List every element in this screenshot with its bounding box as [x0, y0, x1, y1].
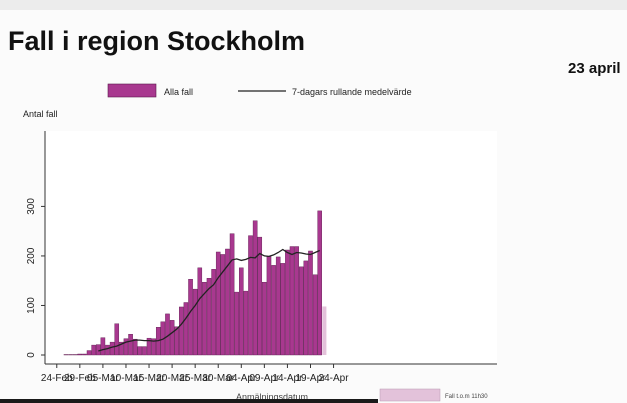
- bar: [248, 235, 253, 356]
- bar: [188, 279, 193, 356]
- legend: Alla fall 7-dagars rullande medelvärde: [107, 83, 412, 98]
- x-tick-label: 04-Apr: [226, 373, 257, 384]
- bar: [262, 281, 267, 356]
- bar: [128, 333, 133, 356]
- bar: [169, 320, 175, 356]
- bar: [266, 256, 272, 356]
- bar: [271, 265, 276, 356]
- bar: [289, 246, 295, 356]
- bar: [192, 288, 198, 356]
- bar: [179, 306, 184, 356]
- bar: [183, 302, 189, 356]
- x-tick-label: 15-Mar: [133, 373, 165, 384]
- slide-title: Fall i region Stockholm: [8, 26, 306, 56]
- bar: [229, 233, 235, 356]
- bar: [132, 338, 138, 356]
- bottom-bar: [0, 399, 378, 403]
- bar: [303, 260, 309, 356]
- legend-label-partial: Fall t.o.m 11h30: [445, 394, 488, 400]
- x-tick-label: 24-Apr: [319, 373, 350, 384]
- x-tick-label: 30-Mar: [202, 373, 234, 384]
- x-tick-label: 20-Mar: [156, 373, 188, 384]
- bar: [86, 350, 92, 356]
- bar: [197, 267, 203, 356]
- bar: [151, 338, 156, 356]
- legend-label-medelvarde: 7-dagars rullande medelvärde: [292, 87, 412, 97]
- bar: [91, 344, 96, 356]
- y-axis-label: Antal fall: [23, 109, 58, 119]
- bar: [206, 278, 212, 356]
- bar: [123, 338, 129, 356]
- bar: [225, 248, 230, 356]
- x-tick-label: 19-Apr: [295, 373, 326, 384]
- bar-partial: [322, 306, 327, 355]
- bar: [211, 269, 216, 356]
- bar: [280, 263, 286, 356]
- bar: [146, 337, 152, 356]
- bar: [105, 344, 110, 356]
- bar: [215, 251, 221, 356]
- y-tick-label: 0: [26, 352, 37, 358]
- legend-swatch-alla-fall: [107, 83, 157, 98]
- bar: [77, 353, 83, 356]
- plot-area: 0 100 200 300 24-Feb29-Feb05-Mar10-Mar15-Mar…: [26, 131, 497, 384]
- bar: [82, 353, 87, 356]
- bar: [114, 323, 120, 356]
- x-tick-label: 09-Apr: [249, 373, 280, 384]
- bar: [142, 346, 147, 356]
- bar: [174, 326, 179, 356]
- bar: [119, 341, 124, 356]
- bar: [275, 256, 281, 356]
- bar: [220, 254, 226, 356]
- bar: [96, 344, 101, 356]
- bar: [137, 346, 143, 356]
- x-tick-label: 14-Apr: [272, 373, 303, 384]
- bar: [100, 337, 106, 356]
- x-tick-label: 25-Mar: [179, 373, 211, 384]
- bar: [312, 274, 318, 356]
- x-tick-label: 10-Mar: [110, 373, 142, 384]
- x-axis-label: Anmälningsdatum: [236, 392, 308, 402]
- legend-swatch-partial: [379, 388, 441, 402]
- bar: [109, 341, 115, 356]
- bar: [257, 236, 263, 356]
- bar: [294, 246, 299, 356]
- y-tick-label: 100: [26, 297, 37, 314]
- bar: [239, 267, 244, 356]
- bar: [243, 290, 249, 356]
- bar: [308, 250, 313, 356]
- y-tick-label: 300: [26, 198, 37, 215]
- legend-partial: Fall t.o.m 11h30: [379, 388, 488, 402]
- x-tick-label: 05-Mar: [87, 373, 119, 384]
- slide-date: 23 april: [568, 60, 621, 77]
- bar: [317, 210, 322, 356]
- bar: [285, 249, 290, 356]
- bar: [202, 281, 207, 356]
- bar: [252, 220, 258, 356]
- y-tick-label: 200: [26, 247, 37, 264]
- legend-label-alla-fall: Alla fall: [164, 87, 193, 97]
- bar: [298, 266, 304, 356]
- x-tick-label: 24-Feb: [41, 373, 73, 384]
- bar: [234, 291, 239, 356]
- top-bar: [0, 0, 627, 10]
- line-rolling-average: [98, 248, 320, 352]
- x-tick-label: 29-Feb: [64, 373, 96, 384]
